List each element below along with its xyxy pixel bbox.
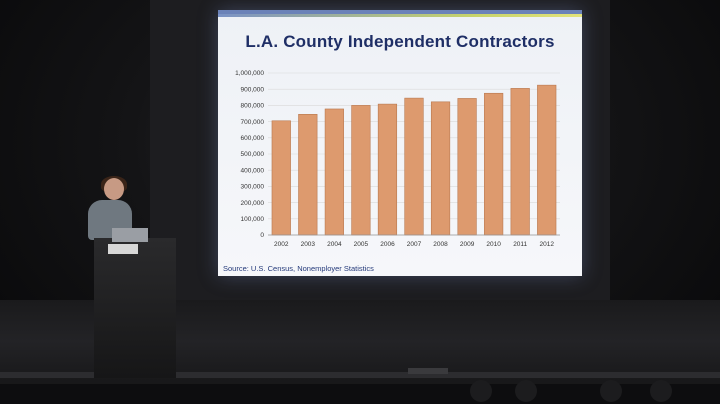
audience-head (650, 380, 672, 402)
podium (94, 238, 176, 378)
x-tick-label: 2012 (539, 241, 554, 248)
y-tick-label: 0 (260, 232, 264, 239)
audience-head (470, 380, 492, 402)
presenter-head (104, 178, 124, 200)
x-tick-label: 2011 (513, 241, 527, 248)
stage-light (408, 368, 448, 374)
bar-2005 (351, 105, 371, 236)
x-tick-label: 2003 (301, 241, 316, 248)
x-tick-label: 2002 (274, 241, 289, 248)
y-tick-label: 100,000 (241, 216, 265, 223)
bar-2008 (430, 101, 451, 236)
bar-2009 (457, 98, 477, 236)
y-tick-label: 300,000 (241, 184, 265, 191)
bar-2004 (324, 108, 344, 236)
audience-head (600, 380, 622, 402)
y-tick-label: 600,000 (241, 135, 265, 142)
podium-logo (108, 244, 138, 254)
x-tick-label: 2007 (407, 241, 422, 248)
x-tick-label: 2004 (327, 241, 342, 248)
x-tick-label: 2009 (460, 241, 475, 248)
bar-2003 (298, 114, 318, 236)
slide-header-bar (218, 10, 582, 14)
laptop (112, 228, 148, 242)
x-tick-label: 2010 (486, 241, 501, 248)
y-tick-label: 1,000,000 (235, 70, 264, 77)
x-tick-label: 2006 (380, 241, 395, 248)
y-tick-label: 700,000 (241, 119, 265, 126)
y-tick-label: 900,000 (241, 86, 265, 93)
x-tick-label: 2005 (354, 241, 369, 248)
bar-2010 (484, 92, 504, 236)
bar-2007 (404, 97, 424, 236)
x-tick-label: 2008 (433, 241, 448, 248)
slide-title: L.A. County Independent Contractors (245, 32, 555, 51)
audience-head (515, 380, 537, 402)
slide-source-note: Source: U.S. Census, Nonemployer Statist… (223, 264, 374, 273)
audience-row (0, 384, 720, 404)
stage-edge (0, 372, 720, 378)
bar-chart: 0 100,000 200,000 300,000 400,000 500,000 600,… (235, 70, 560, 248)
y-tick-label: 400,000 (241, 167, 265, 174)
bar-2002 (271, 120, 291, 236)
y-tick-label: 800,000 (241, 103, 265, 110)
y-tick-label: 500,000 (241, 151, 265, 158)
presentation-slide: L.A. County Independent Contractors 0 100… (218, 10, 582, 276)
slide-accent-bar (218, 14, 582, 17)
y-tick-label: 200,000 (241, 200, 265, 207)
bar-2012 (537, 84, 557, 236)
bar-2006 (377, 103, 398, 236)
bar-2011 (510, 88, 530, 236)
